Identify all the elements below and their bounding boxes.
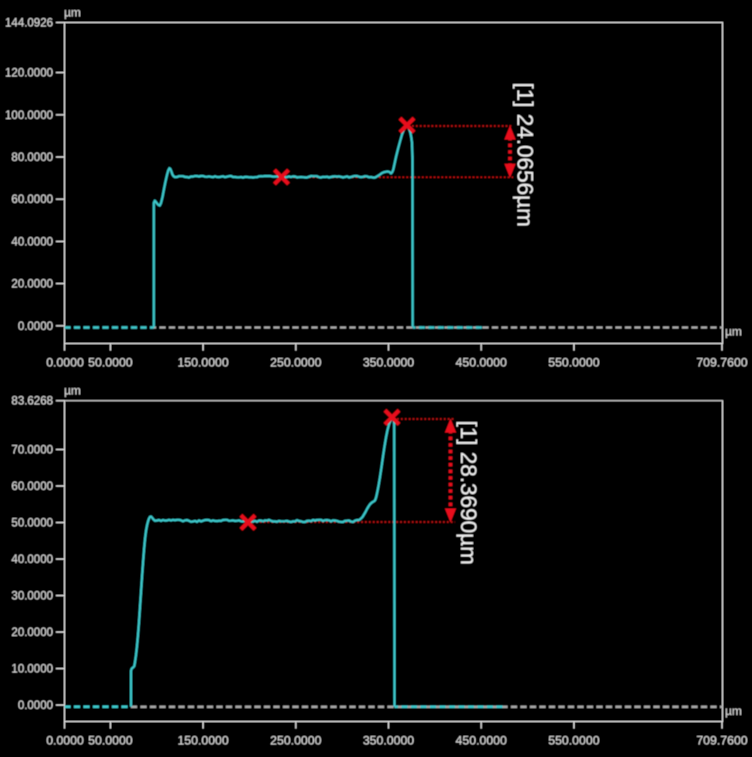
svg-text:709.7600: 709.7600: [696, 734, 747, 748]
svg-text:70.0000: 70.0000: [11, 445, 53, 457]
svg-text:60.0000: 60.0000: [11, 481, 53, 493]
svg-text:40.0000: 40.0000: [11, 236, 53, 248]
svg-text:20.0000: 20.0000: [11, 279, 53, 291]
svg-text:[1] 24.0656µm: [1] 24.0656µm: [513, 83, 538, 227]
svg-text:250.0000: 250.0000: [270, 734, 321, 748]
svg-text:µm: µm: [64, 384, 81, 398]
svg-text:50.0000: 50.0000: [88, 356, 133, 370]
svg-text:250.0000: 250.0000: [270, 356, 321, 370]
svg-text:120.0000: 120.0000: [5, 68, 53, 80]
svg-text:µm: µm: [64, 6, 81, 20]
svg-text:30.0000: 30.0000: [11, 591, 53, 603]
svg-text:150.0000: 150.0000: [177, 734, 228, 748]
svg-text:450.0000: 450.0000: [456, 356, 507, 370]
svg-text:100.0000: 100.0000: [5, 110, 53, 122]
svg-text:0.0000: 0.0000: [46, 356, 84, 370]
svg-text:[1] 28.3690µm: [1] 28.3690µm: [456, 421, 481, 565]
svg-text:150.0000: 150.0000: [177, 356, 228, 370]
svg-text:µm: µm: [725, 704, 742, 718]
svg-text:10.0000: 10.0000: [11, 664, 53, 676]
svg-text:50.0000: 50.0000: [88, 734, 133, 748]
svg-text:709.7600: 709.7600: [696, 356, 747, 370]
svg-text:60.0000: 60.0000: [11, 194, 53, 206]
svg-text:550.0000: 550.0000: [548, 356, 599, 370]
svg-text:350.0000: 350.0000: [363, 356, 414, 370]
svg-text:40.0000: 40.0000: [11, 554, 53, 566]
svg-text:0.0000: 0.0000: [18, 700, 53, 712]
svg-text:350.0000: 350.0000: [363, 734, 414, 748]
svg-text:20.0000: 20.0000: [11, 627, 53, 639]
svg-text:0.0000: 0.0000: [46, 734, 84, 748]
svg-text:80.0000: 80.0000: [11, 152, 53, 164]
svg-text:83.6268: 83.6268: [11, 396, 53, 408]
svg-text:550.0000: 550.0000: [548, 734, 599, 748]
svg-text:µm: µm: [725, 325, 742, 339]
svg-text:450.0000: 450.0000: [456, 734, 507, 748]
svg-text:144.0926: 144.0926: [5, 18, 53, 30]
svg-text:0.0000: 0.0000: [18, 321, 53, 333]
svg-text:50.0000: 50.0000: [11, 518, 53, 530]
